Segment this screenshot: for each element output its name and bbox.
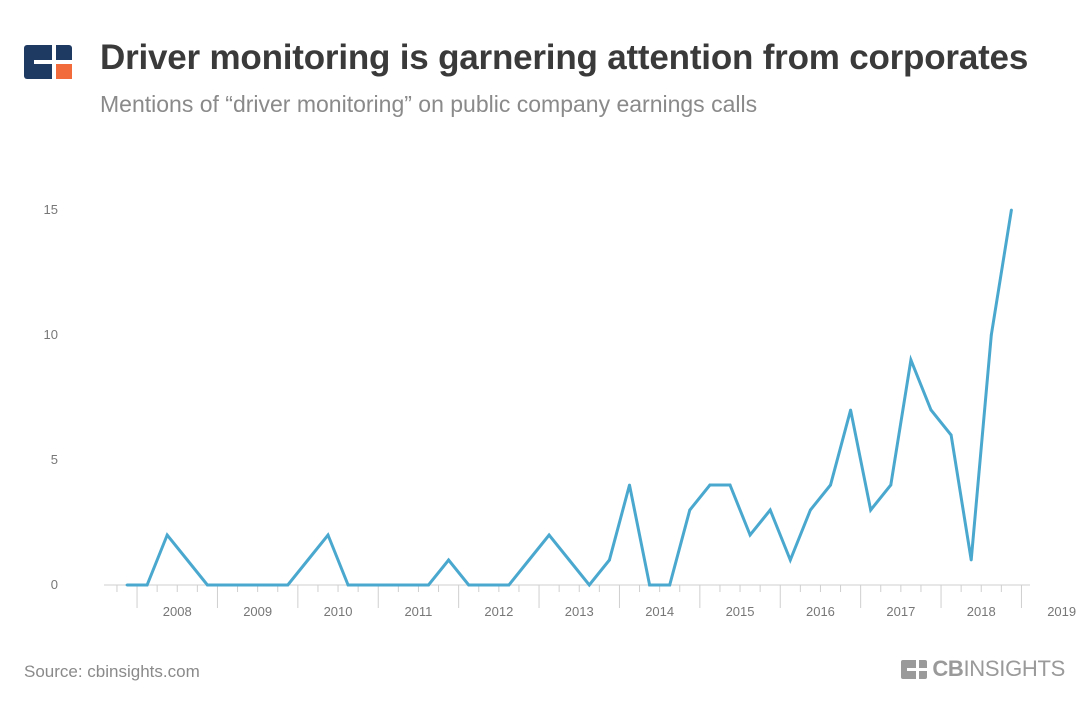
data-point [869, 508, 873, 512]
data-point [587, 583, 591, 587]
data-point [366, 583, 370, 587]
data-point [809, 508, 812, 512]
data-point [688, 508, 692, 512]
data-point [909, 358, 913, 362]
data-point [708, 483, 712, 487]
data-point [206, 583, 209, 587]
data-point [547, 533, 551, 537]
x-tick-label: 2013 [565, 604, 594, 619]
y-tick-label: 15 [44, 202, 58, 217]
data-point [226, 583, 229, 587]
y-tick-label: 0 [51, 577, 58, 592]
data-point [326, 533, 330, 537]
x-tick-label: 2008 [163, 604, 192, 619]
x-tick-label: 2019 [1047, 604, 1076, 619]
series-line [127, 209, 1013, 588]
data-point [346, 583, 350, 587]
data-point [929, 408, 933, 412]
x-tick-label: 2015 [726, 604, 755, 619]
data-point [145, 583, 149, 587]
chart-title: Driver monitoring is garnering attention… [100, 38, 1029, 77]
data-point [386, 583, 390, 587]
data-point [567, 558, 571, 562]
data-point [125, 583, 129, 587]
data-point [1010, 208, 1013, 212]
data-point [266, 583, 270, 587]
data-point [427, 583, 430, 587]
data-point [306, 558, 310, 562]
line-chart: 0 5 10 15 2008 2009 2010 2011 2012 2013 2014 2015 20… [44, 202, 1077, 619]
cb-insights-mark-icon [901, 659, 928, 679]
data-point [165, 533, 169, 537]
data-point [246, 583, 250, 587]
x-tick-label: 2011 [404, 604, 432, 619]
data-point [467, 583, 471, 587]
x-tick-label: 2012 [484, 604, 513, 619]
data-point [668, 583, 672, 587]
x-tick-label: 2018 [967, 604, 996, 619]
data-point [748, 533, 752, 537]
data-point [969, 558, 973, 562]
brand-logo: CBINSIGHTS [901, 656, 1065, 682]
source-note: Source: cbinsights.com [24, 662, 200, 681]
x-tick-label: 2014 [645, 604, 674, 619]
data-point [286, 583, 290, 587]
data-point [849, 408, 852, 412]
data-point [788, 558, 792, 562]
x-tick-label: 2016 [806, 604, 835, 619]
y-tick-label: 10 [44, 327, 58, 342]
data-point [768, 508, 772, 512]
brand-wordmark-regular: INSIGHTS [963, 656, 1066, 681]
x-tick-label: 2010 [324, 604, 353, 619]
x-tick-label: 2009 [243, 604, 272, 619]
data-point [628, 483, 631, 487]
data-point [648, 583, 651, 587]
x-tick-label: 2017 [886, 604, 915, 619]
data-point [185, 558, 189, 562]
y-tick-label: 5 [51, 452, 58, 467]
chart-subtitle: Mentions of “driver monitoring” on publi… [100, 91, 758, 117]
data-point [608, 558, 611, 562]
brand-wordmark: CBINSIGHTS [932, 656, 1065, 682]
data-point [989, 333, 993, 337]
data-point [487, 583, 491, 587]
data-point [507, 583, 511, 587]
data-point [829, 483, 832, 487]
data-point [728, 483, 732, 487]
data-point [889, 483, 893, 487]
data-point [527, 558, 531, 562]
data-point [949, 433, 953, 437]
brand-wordmark-bold: CB [932, 656, 964, 681]
data-point [407, 583, 410, 587]
cb-insights-logo-icon [24, 45, 72, 79]
data-point [447, 558, 450, 562]
